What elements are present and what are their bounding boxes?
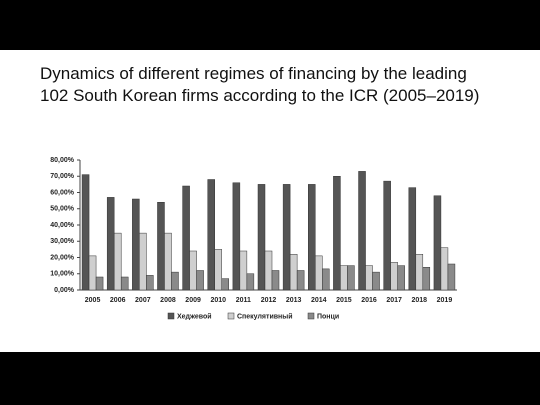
bar (264, 250, 273, 291)
x-tick-label: 2013 (286, 297, 302, 304)
bar (189, 250, 197, 291)
bar (397, 265, 405, 291)
x-tick-label: 2015 (336, 297, 352, 304)
bar (132, 198, 140, 291)
legend-swatch (227, 312, 235, 320)
bar (415, 254, 424, 291)
x-tick-label: 2008 (160, 297, 176, 304)
bar (408, 187, 417, 291)
bar (232, 182, 241, 291)
y-tick-label: 80,00% (50, 157, 75, 164)
bar (113, 232, 122, 291)
bar (390, 262, 398, 291)
bar (440, 247, 449, 291)
bar (308, 184, 316, 291)
legend-label: Спекулятивный (237, 312, 293, 320)
legend-swatch (307, 312, 315, 320)
y-tick-label: 0,00% (54, 287, 75, 294)
bar (340, 265, 348, 291)
bar (207, 179, 215, 291)
x-tick-label: 2011 (236, 297, 251, 304)
bar (214, 249, 222, 291)
legend-label: Хеджевой (177, 312, 212, 320)
chart-title: Dynamics of different regimes of financi… (40, 64, 480, 105)
bar (164, 232, 172, 291)
bar (296, 270, 305, 291)
bar (322, 268, 330, 291)
bar (157, 202, 165, 291)
x-tick-label: 2012 (261, 297, 277, 304)
bar (358, 171, 366, 291)
x-tick-label: 2006 (110, 297, 126, 304)
bar (88, 255, 97, 291)
y-tick-label: 60,00% (50, 189, 75, 196)
bar (282, 184, 291, 291)
bar (139, 232, 147, 291)
bar (246, 273, 255, 291)
y-tick-label: 40,00% (50, 222, 75, 229)
bar (171, 271, 179, 291)
x-tick-label: 2017 (386, 297, 402, 304)
bar (347, 265, 355, 291)
bar (120, 276, 129, 291)
bar (106, 197, 115, 291)
bottom-band (0, 352, 540, 405)
bar (271, 270, 280, 291)
bar (196, 270, 204, 291)
top-band (0, 0, 540, 50)
y-tick-label: 70,00% (50, 173, 75, 180)
x-tick-label: 2010 (210, 297, 226, 304)
bar (333, 176, 341, 291)
bar (239, 250, 248, 291)
x-tick-label: 2016 (361, 297, 377, 304)
x-tick-label: 2019 (437, 297, 453, 304)
y-tick-label: 20,00% (50, 254, 75, 261)
bar (365, 265, 373, 291)
bar (383, 180, 391, 291)
y-tick-label: 30,00% (50, 238, 75, 245)
x-tick-label: 2009 (185, 297, 201, 304)
bar (422, 267, 431, 291)
x-tick-label: 2018 (412, 297, 428, 304)
y-tick-label: 10,00% (50, 271, 75, 278)
bar (221, 278, 229, 291)
bar (289, 254, 298, 291)
bar (315, 255, 323, 291)
bar (182, 185, 190, 291)
bar (81, 174, 90, 291)
x-tick-label: 2014 (311, 297, 327, 304)
y-tick-label: 50,00% (50, 206, 75, 213)
legend-label: Понци (317, 313, 339, 320)
bar (447, 263, 456, 291)
bar (433, 195, 442, 291)
x-tick-label: 2007 (135, 297, 151, 304)
legend-swatch (167, 312, 175, 320)
x-tick-label: 2005 (85, 297, 101, 304)
bar (95, 276, 104, 291)
bar (257, 184, 266, 291)
bar (372, 271, 380, 291)
bar (146, 275, 154, 291)
